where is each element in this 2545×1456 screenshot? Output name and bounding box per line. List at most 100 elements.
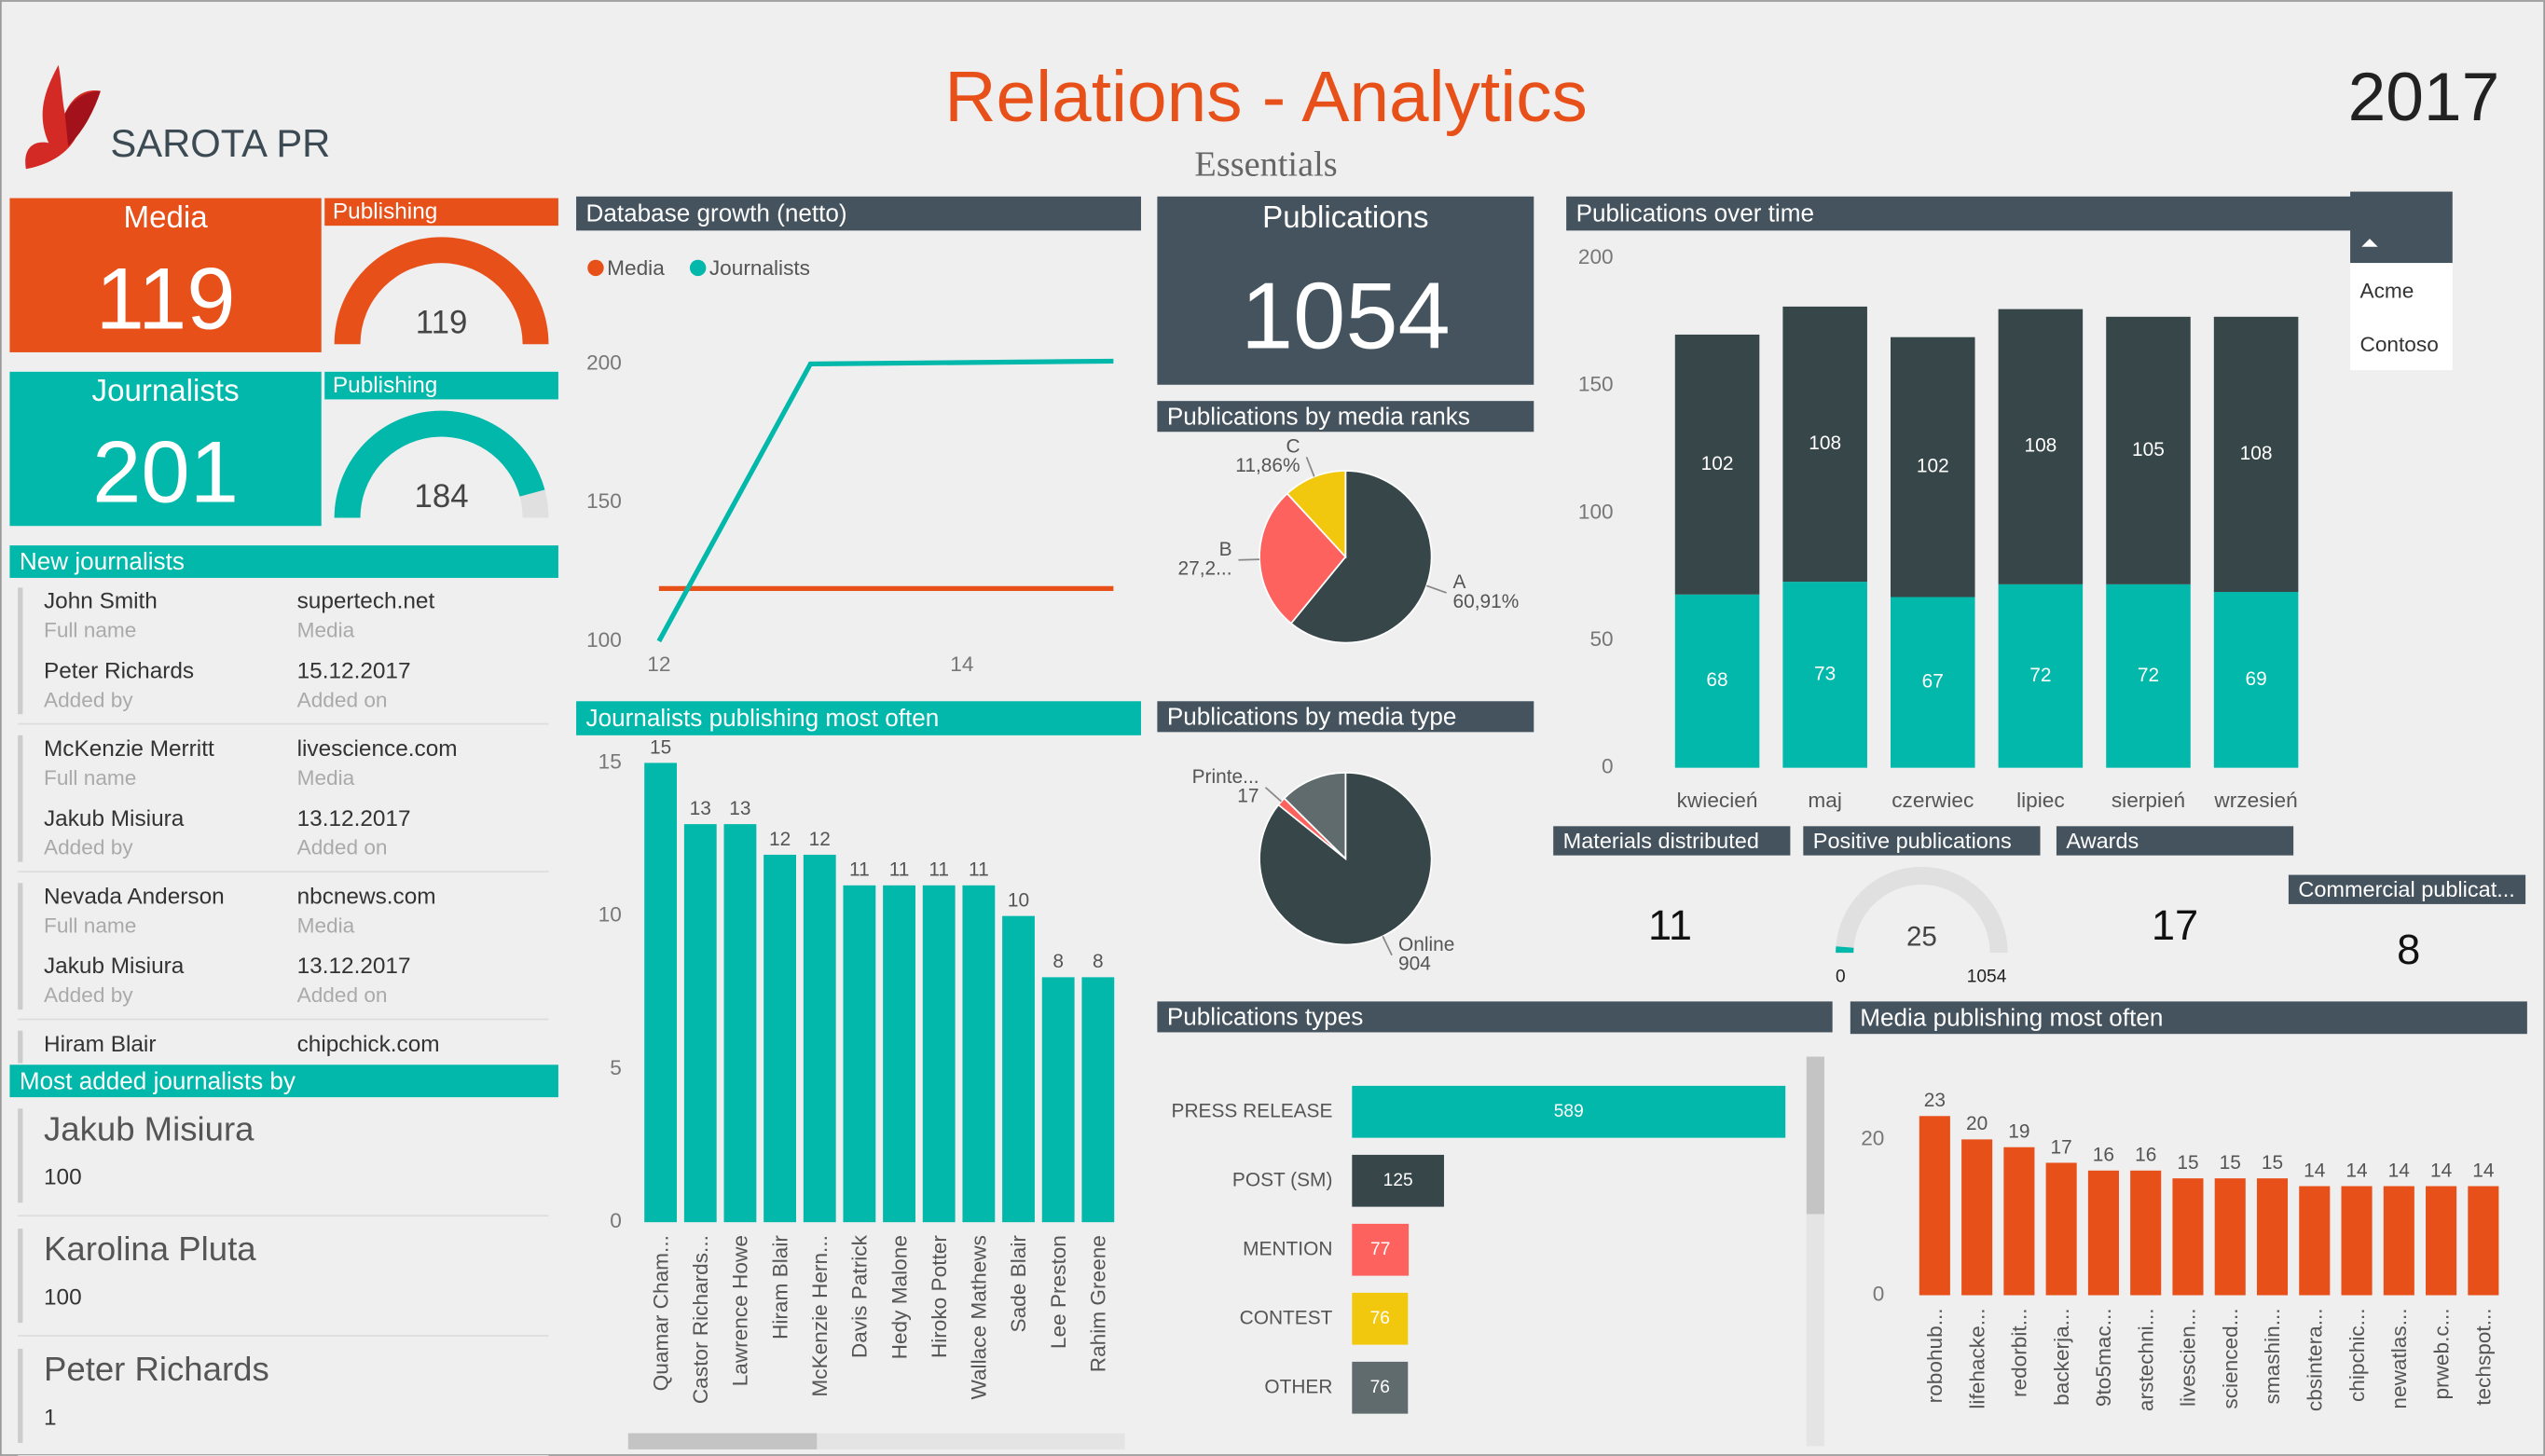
bar <box>1352 1085 1786 1138</box>
data-label: 11 <box>849 859 870 881</box>
x-tick-label: czerwiec <box>1892 789 1974 812</box>
bar <box>1352 1361 1409 1414</box>
slicer-body <box>2350 263 2453 371</box>
panel-title: Publications over time <box>1576 199 1814 227</box>
bar <box>2468 1186 2499 1296</box>
data-label: 12 <box>809 829 831 850</box>
y-tick-label: 150 <box>1578 373 1614 396</box>
bar <box>922 885 956 1223</box>
bar-segment <box>1998 584 2084 768</box>
data-label: 8 <box>1093 951 1104 972</box>
panel-header <box>576 196 1141 231</box>
card-value: 1054 <box>1241 264 1451 368</box>
bar-segment <box>1782 582 1867 768</box>
x-tick-label: robohub... <box>1923 1308 1947 1403</box>
entry-bar <box>18 1348 23 1443</box>
y-tick-label: 5 <box>610 1056 622 1079</box>
x-tick-label: redorbit... <box>2008 1308 2031 1397</box>
bar <box>2256 1178 2289 1296</box>
data-label: 16 <box>2135 1145 2156 1166</box>
panel-title: Publications by media ranks <box>1167 402 1470 430</box>
data-label: 76 <box>1370 1378 1390 1397</box>
x-tick-label: Lee Preston <box>1047 1235 1070 1349</box>
data-label: 19 <box>2008 1121 2029 1143</box>
card-title: Media <box>124 200 209 235</box>
y-tick-label: 100 <box>586 628 622 652</box>
entry-media: chipchick.com <box>297 1032 440 1057</box>
data-label: 14 <box>2430 1160 2452 1181</box>
entry-label: Full name <box>44 618 136 641</box>
data-label: 15 <box>2220 1152 2241 1174</box>
entry-bar <box>18 735 23 862</box>
entry-bar <box>18 587 23 715</box>
pie-label: B <box>1219 539 1232 560</box>
x-tick-label: arstechni... <box>2134 1308 2157 1411</box>
entry-bar <box>18 1229 23 1324</box>
page-title: Relations - Analytics <box>944 58 1588 137</box>
data-label: 10 <box>1008 890 1029 912</box>
panel-title: Most added journalists by <box>20 1066 296 1094</box>
x-tick-label: livescien... <box>2177 1308 2200 1407</box>
x-tick-label: kwiecień <box>1677 789 1758 812</box>
bar <box>1041 977 1075 1223</box>
bar-segment <box>1891 337 1975 598</box>
entry-name: John Smith <box>44 589 158 614</box>
data-label: 14 <box>2472 1160 2494 1181</box>
entry-media: nbcnews.com <box>297 884 436 909</box>
card-title: Publications <box>1262 200 1428 235</box>
gauge-track <box>1836 866 2008 954</box>
entry-media: supertech.net <box>297 589 435 614</box>
bar <box>2087 1170 2119 1296</box>
slicer-sort-icon <box>2361 239 2378 247</box>
entry-name: Hiram Blair <box>44 1032 156 1057</box>
panel-title: Publications by media type <box>1167 702 1457 730</box>
panel-header <box>1157 401 1534 433</box>
bar <box>1002 915 1035 1223</box>
line-series <box>656 358 1114 643</box>
bar <box>2299 1186 2331 1296</box>
y-tick-label: 150 <box>586 489 622 513</box>
bar-segment <box>2213 316 2299 593</box>
author-count: 100 <box>44 1284 82 1310</box>
legend-label: Media <box>607 256 665 280</box>
panel-title: Database growth (netto) <box>586 199 847 227</box>
x-tick-label: smashin... <box>2261 1308 2284 1404</box>
x-tick-label: McKenzie Hern... <box>808 1235 832 1397</box>
data-label: 8 <box>1052 951 1064 972</box>
x-tick-label: Hiram Blair <box>768 1235 791 1339</box>
entry-label: Media <box>297 766 355 790</box>
kpi-value: 11 <box>1648 901 1692 949</box>
panel-header <box>1850 1001 2527 1035</box>
bar <box>1081 977 1115 1223</box>
x-tick-label: Lawrence Howe <box>729 1235 752 1386</box>
slicer-option[interactable]: Acme <box>2360 280 2414 303</box>
data-label: 15 <box>2177 1152 2198 1174</box>
kpi-header <box>1803 826 2041 856</box>
slicer-option[interactable]: Contoso <box>2360 333 2439 356</box>
data-label: 108 <box>1809 433 1841 454</box>
data-label: 14 <box>2304 1160 2325 1181</box>
x-tick-label: sierpień <box>2112 789 2185 812</box>
bar <box>1352 1223 1410 1276</box>
bar <box>2214 1178 2246 1296</box>
x-tick-label: Quamar Cham... <box>649 1235 672 1391</box>
x-tick-label: cbsintera... <box>2303 1308 2326 1411</box>
panel-header <box>1157 1001 1833 1033</box>
y-tick-label: 20 <box>1861 1126 1884 1149</box>
entry-added-by: Jakub Misiura <box>44 806 185 831</box>
kpi-title: Materials distributed <box>1563 829 1759 853</box>
pie-label: C <box>1286 435 1300 457</box>
entry-label: Added by <box>44 836 133 859</box>
year: 2017 <box>2348 60 2500 135</box>
bar <box>2045 1162 2077 1296</box>
entry-label: Added on <box>297 983 388 1007</box>
data-label: 11 <box>969 859 989 881</box>
data-label: 20 <box>1966 1113 1988 1134</box>
entry-label: Media <box>297 618 355 641</box>
entry-label: Added on <box>297 836 388 859</box>
x-tick-label: backerja... <box>2050 1308 2073 1405</box>
entry-label: Added on <box>297 688 388 711</box>
panel-header <box>576 701 1141 735</box>
data-label: 72 <box>2138 665 2159 686</box>
kpi-header <box>1553 826 1791 856</box>
